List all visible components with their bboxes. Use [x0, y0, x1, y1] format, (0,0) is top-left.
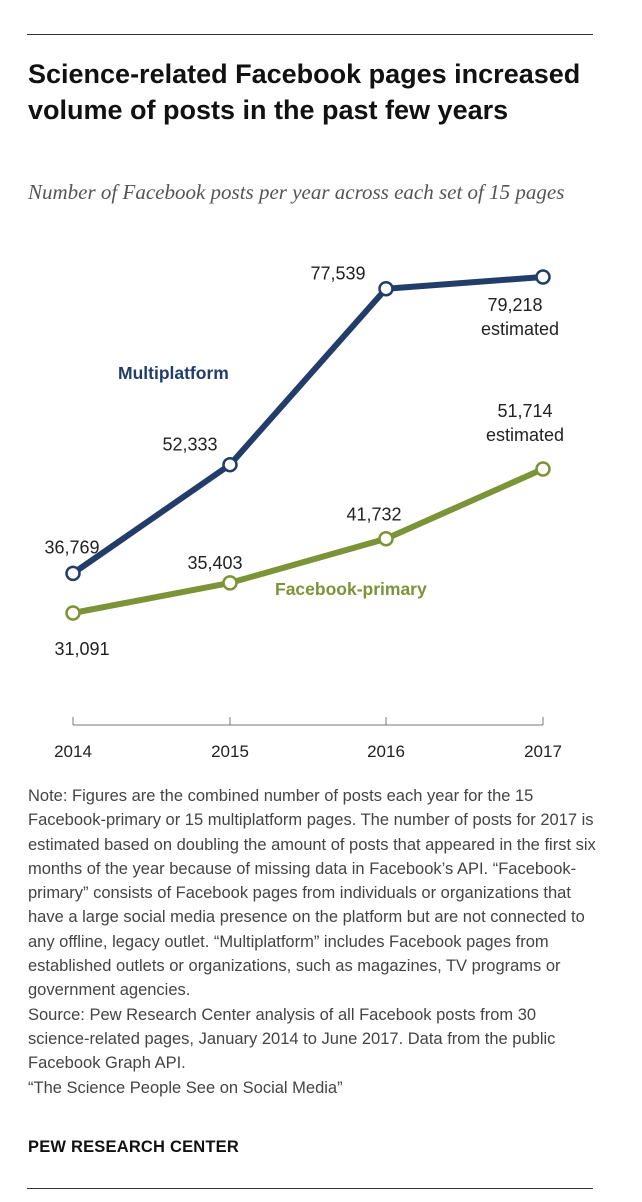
data-label-facebook-primary-2014: 31,091	[54, 639, 109, 659]
line-chart: 2014 2015 2016 2017 36,769 52,333 77,539 79,218…	[44, 264, 564, 761]
source-text: Source: Pew Research Center analysis of …	[28, 1005, 556, 1073]
series-line-multiplatform	[70, 274, 546, 577]
bottom-rule	[27, 1188, 593, 1189]
point-multiplatform-2014	[65, 565, 81, 582]
x-tick-label-2016: 2016	[367, 742, 405, 761]
series-name-multiplatform: Multiplatform	[118, 363, 229, 383]
report-title: “The Science People See on Social Media”	[28, 1078, 343, 1097]
data-label-note-multiplatform-2017: estimated	[481, 319, 559, 339]
point-facebook-primary-2015	[222, 575, 238, 591]
data-label-multiplatform-2015: 52,333	[162, 435, 217, 455]
series-name-facebook-primary: Facebook-primary	[275, 579, 427, 599]
data-label-facebook-primary-2015: 35,403	[187, 553, 242, 573]
pew-credit: PEW RESEARCH CENTER	[28, 1138, 239, 1156]
data-label-note-facebook-primary-2017: estimated	[486, 425, 564, 445]
point-facebook-primary-2016	[378, 530, 394, 547]
data-label-facebook-primary-2017: 51,714	[497, 401, 552, 421]
x-tick-label-2014: 2014	[54, 742, 92, 761]
point-multiplatform-2016	[378, 280, 394, 297]
notes-block: Note: Figures are the combined number of…	[28, 784, 598, 1100]
series-line-facebook-primary	[70, 466, 546, 616]
chart-subtitle: Number of Facebook posts per year across…	[28, 180, 565, 204]
x-tick-label-2015: 2015	[211, 742, 249, 761]
point-multiplatform-2015	[222, 456, 238, 473]
x-tick-label-2017: 2017	[524, 742, 562, 761]
point-multiplatform-2017	[535, 269, 551, 285]
top-rule	[27, 34, 593, 35]
point-facebook-primary-2014	[65, 605, 81, 621]
data-label-multiplatform-2014: 36,769	[44, 537, 99, 557]
note-text: Note: Figures are the combined number of…	[28, 787, 596, 1000]
point-facebook-primary-2017	[535, 461, 551, 477]
chart-title: Science-related Facebook pages increased…	[28, 59, 581, 125]
data-label-multiplatform-2016: 77,539	[310, 264, 365, 284]
data-label-facebook-primary-2016: 41,732	[346, 505, 401, 525]
data-label-multiplatform-2017: 79,218	[487, 295, 542, 315]
